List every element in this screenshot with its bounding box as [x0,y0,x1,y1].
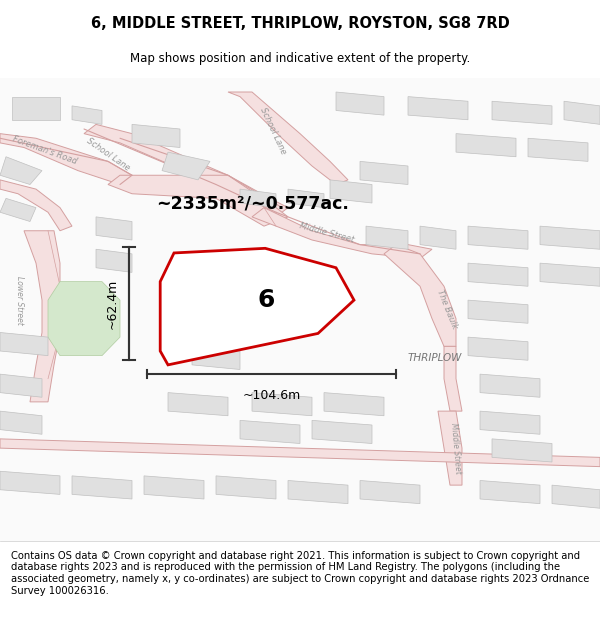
Polygon shape [336,92,384,115]
Polygon shape [0,332,48,356]
Polygon shape [444,346,462,411]
Polygon shape [168,392,228,416]
Polygon shape [84,124,288,217]
Polygon shape [0,439,600,467]
Text: Foreman's Road: Foreman's Road [11,134,79,166]
Polygon shape [384,244,456,346]
Polygon shape [0,374,42,398]
Polygon shape [492,101,552,124]
Polygon shape [420,226,456,249]
Polygon shape [96,249,132,272]
Polygon shape [162,152,210,180]
Polygon shape [108,175,288,226]
Polygon shape [408,97,468,120]
Polygon shape [528,138,588,161]
Polygon shape [240,189,276,208]
Text: Contains OS data © Crown copyright and database right 2021. This information is : Contains OS data © Crown copyright and d… [11,551,589,596]
Polygon shape [456,134,516,157]
Polygon shape [228,92,348,184]
Text: ~2335m²/~0.577ac.: ~2335m²/~0.577ac. [156,194,349,212]
Polygon shape [366,226,408,249]
Polygon shape [492,439,552,462]
Polygon shape [12,97,60,120]
Polygon shape [24,231,60,402]
Polygon shape [48,282,120,356]
Polygon shape [552,485,600,508]
Polygon shape [468,337,528,360]
Polygon shape [468,263,528,286]
Polygon shape [288,189,324,208]
Polygon shape [252,392,312,416]
Text: Map shows position and indicative extent of the property.: Map shows position and indicative extent… [130,52,470,65]
Polygon shape [0,180,72,231]
Text: 6: 6 [257,288,275,312]
Polygon shape [540,263,600,286]
Text: Middle Street: Middle Street [449,422,463,474]
Text: THRIPLOW: THRIPLOW [408,353,463,363]
Polygon shape [144,476,204,499]
Polygon shape [0,471,60,494]
Text: The Baulk: The Baulk [435,289,459,330]
Polygon shape [288,481,348,504]
Text: 6, MIDDLE STREET, THRIPLOW, ROYSTON, SG8 7RD: 6, MIDDLE STREET, THRIPLOW, ROYSTON, SG8… [91,16,509,31]
Polygon shape [240,421,300,444]
Polygon shape [564,101,600,124]
Polygon shape [480,374,540,398]
Polygon shape [360,481,420,504]
Polygon shape [0,411,42,434]
Polygon shape [252,208,432,259]
Text: School Lane: School Lane [258,106,288,156]
Polygon shape [0,134,132,184]
Polygon shape [72,106,102,124]
Polygon shape [72,476,132,499]
Polygon shape [468,226,528,249]
Polygon shape [540,226,600,249]
Polygon shape [324,392,384,416]
Polygon shape [96,217,132,240]
Polygon shape [480,481,540,504]
Text: Middle Street: Middle Street [299,221,355,244]
Text: ~62.4m: ~62.4m [105,279,118,329]
Text: Lower Street: Lower Street [14,276,24,324]
Polygon shape [0,198,36,221]
Polygon shape [216,476,276,499]
Polygon shape [160,248,354,365]
Polygon shape [192,319,240,342]
Text: School Lane: School Lane [85,136,131,172]
Polygon shape [132,124,180,148]
Polygon shape [330,180,372,203]
Polygon shape [438,411,462,485]
Polygon shape [480,411,540,434]
Polygon shape [468,300,528,323]
Polygon shape [192,346,240,369]
Polygon shape [360,161,408,184]
Polygon shape [0,157,42,184]
Text: ~104.6m: ~104.6m [242,389,301,402]
Polygon shape [312,421,372,444]
